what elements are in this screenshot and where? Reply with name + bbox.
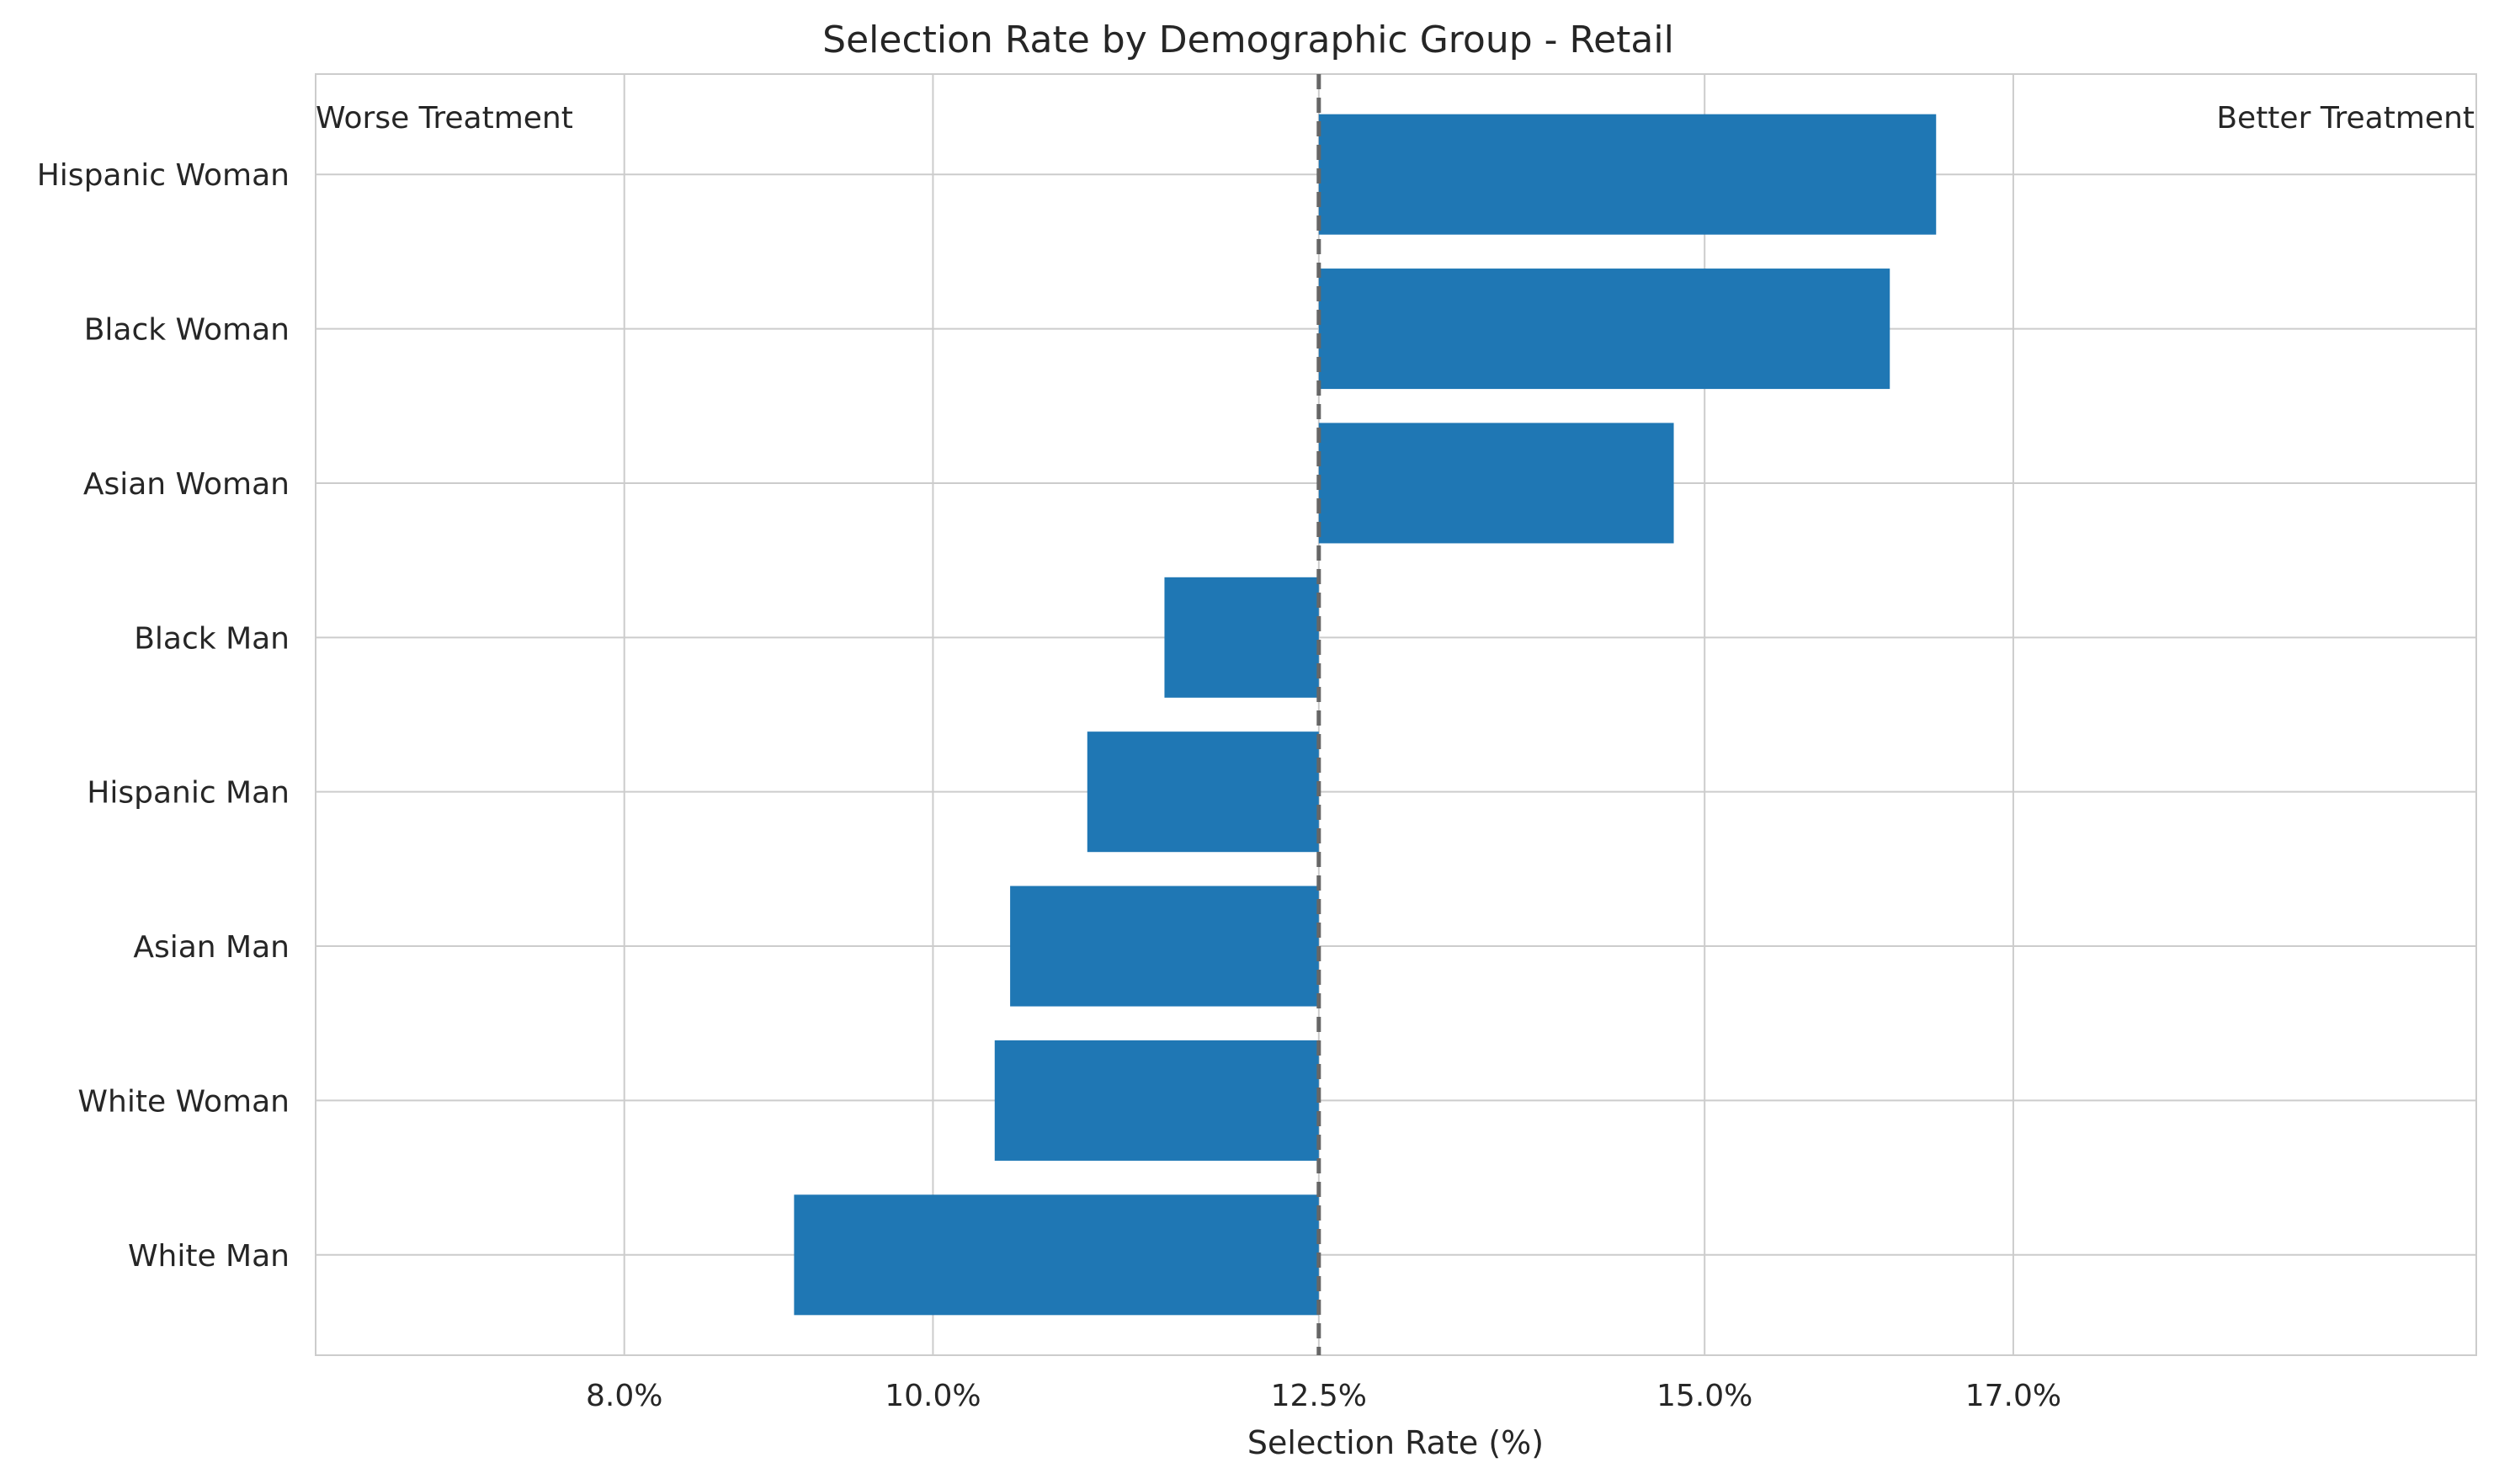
- bar-asian-man: [1010, 886, 1319, 1007]
- bar-hispanic-man: [1087, 731, 1319, 853]
- y-tick-labels: Hispanic Woman Black Woman Asian Woman Blac…: [37, 158, 290, 1274]
- y-tick-label: Hispanic Man: [87, 776, 290, 811]
- bars-group: [794, 114, 1937, 1316]
- y-tick-label: Black Woman: [84, 313, 290, 348]
- y-tick-label: Asian Man: [133, 930, 290, 965]
- x-tick-label: 12.5%: [1271, 1379, 1367, 1413]
- annotation-worse: Worse Treatment: [316, 101, 573, 136]
- x-axis-label: Selection Rate (%): [1247, 1424, 1544, 1461]
- y-tick-label: Hispanic Woman: [37, 158, 290, 193]
- bar-hispanic-woman: [1318, 114, 1937, 235]
- y-tick-label: White Woman: [77, 1084, 290, 1119]
- x-tick-label: 8.0%: [586, 1379, 662, 1413]
- chart-title: Selection Rate by Demographic Group - Re…: [822, 19, 1674, 61]
- plot-area: Worse Treatment Better Treatment: [315, 73, 2477, 1356]
- x-tick-label: 15.0%: [1656, 1379, 1752, 1413]
- annotation-better: Better Treatment: [2216, 101, 2475, 136]
- bar-white-man: [794, 1194, 1319, 1316]
- x-tick-labels: 8.0% 10.0% 12.5% 15.0% 17.0%: [586, 1379, 2061, 1413]
- bar-black-woman: [1318, 269, 1890, 390]
- bar-white-woman: [994, 1040, 1319, 1161]
- y-tick-label: Black Man: [134, 621, 290, 656]
- plot-frame: [315, 73, 2477, 1356]
- bar-black-man: [1164, 577, 1319, 698]
- y-tick-label: White Man: [128, 1239, 290, 1274]
- x-tick-label: 10.0%: [885, 1379, 981, 1413]
- y-tick-label: Asian Woman: [83, 467, 290, 502]
- x-tick-label: 17.0%: [1965, 1379, 2061, 1413]
- bar-asian-woman: [1318, 423, 1674, 544]
